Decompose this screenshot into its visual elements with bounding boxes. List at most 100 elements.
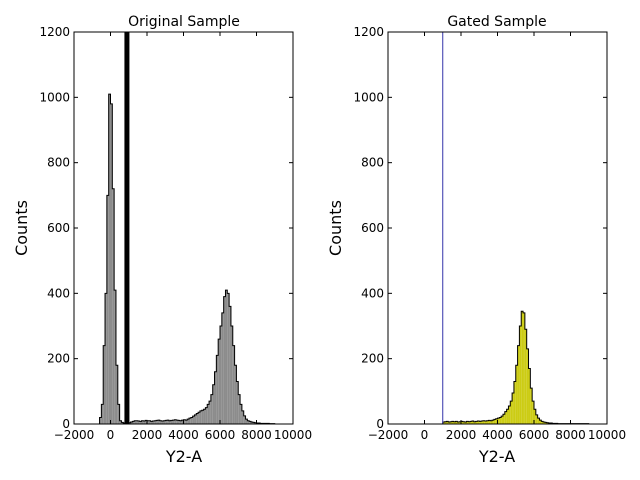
right-histogram-bar <box>462 421 465 424</box>
right-y-tick-label: 1200 <box>353 25 384 39</box>
left-histogram-bar <box>192 416 195 424</box>
right-histogram-bar <box>537 418 540 424</box>
right-x-tick-label: 8000 <box>555 428 586 442</box>
left-histogram-bar <box>145 420 147 424</box>
right-y-tick-label: 600 <box>361 221 384 235</box>
left-histogram-bar <box>154 420 157 424</box>
left-histogram-bar <box>157 420 160 424</box>
left-histogram-bar <box>199 410 202 424</box>
left-histogram-bar <box>117 404 120 424</box>
right-histogram-bar <box>470 421 472 424</box>
left-histogram-bar <box>101 404 104 424</box>
left-histogram-bar <box>137 421 140 424</box>
left-histogram-bar <box>232 345 235 424</box>
left-histogram-panel: Original Sample −2000 0 2000 4000 6000 8000 10… <box>12 14 312 466</box>
right-x-tick-label: 2000 <box>446 428 477 442</box>
left-histogram-bar <box>108 94 111 425</box>
left-histogram-bar <box>132 421 135 424</box>
right-histogram-outline <box>442 310 590 425</box>
right-histogram-bar <box>446 421 449 424</box>
right-histogram-bar <box>475 421 478 424</box>
left-histogram-bar <box>170 420 173 424</box>
right-histogram-bar <box>490 420 493 424</box>
left-histogram-bar <box>196 413 199 424</box>
left-histogram-bar <box>225 290 228 424</box>
left-histogram-bar <box>165 420 168 424</box>
left-histogram-bar <box>245 419 248 424</box>
right-histogram-bar <box>486 420 489 424</box>
left-histogram-bar <box>148 420 151 424</box>
right-histogram-bar <box>455 421 458 424</box>
right-histogram-bar <box>450 421 452 424</box>
right-histogram-bar <box>541 421 544 424</box>
left-histogram-bar <box>103 345 106 424</box>
left-histogram-bar <box>172 420 175 424</box>
left-histogram-bar <box>168 420 171 424</box>
right-histogram-bar <box>519 326 522 424</box>
left-histogram-bar <box>176 420 179 424</box>
left-histogram-bar <box>156 420 158 424</box>
right-histogram-bar <box>502 414 505 424</box>
left-y-tick-label: 1000 <box>39 90 70 104</box>
left-histogram-bar <box>106 195 109 424</box>
left-histogram-bar <box>247 420 250 424</box>
right-y-ticks: 0 200 400 600 800 1000 1200 <box>353 25 607 431</box>
right-x-tick-label: 0 <box>421 428 429 442</box>
left-histogram-bar <box>212 384 215 424</box>
left-y-tick-label: 600 <box>47 221 70 235</box>
left-x-tick-label: 10000 <box>274 428 312 442</box>
right-histogram-bar <box>504 411 507 424</box>
left-histogram-bar <box>174 419 177 424</box>
left-x-tick-label: 2000 <box>132 428 163 442</box>
left-histogram-bar <box>99 417 102 424</box>
left-histogram-bar <box>221 312 224 424</box>
left-x-tick-label: 6000 <box>205 428 236 442</box>
left-histogram-bar <box>185 420 188 424</box>
right-histogram-bar <box>482 420 485 424</box>
right-x-tick-label: 4000 <box>482 428 513 442</box>
left-x-ticks: −2000 0 2000 4000 6000 8000 10000 <box>54 32 312 442</box>
left-histogram-bar <box>134 420 137 424</box>
right-x-tick-label: −2000 <box>368 428 409 442</box>
right-x-ticks: −2000 0 2000 4000 6000 8000 10000 <box>368 32 626 442</box>
left-histogram-bar <box>207 404 210 424</box>
right-histogram-bar <box>543 422 545 424</box>
right-histogram-bar <box>484 421 487 424</box>
left-histogram-bar <box>136 420 138 424</box>
right-histogram-bar <box>448 422 451 424</box>
left-histogram-bar <box>178 420 180 424</box>
left-y-axis-label: Counts <box>12 200 31 256</box>
left-histogram-bar <box>252 422 255 424</box>
right-histogram-bar <box>508 406 511 424</box>
right-plot-frame <box>387 31 608 425</box>
left-histogram-bar <box>218 339 220 424</box>
left-y-tick-label: 800 <box>47 156 70 170</box>
right-y-tick-label: 1000 <box>353 90 384 104</box>
left-histogram-bar <box>190 417 193 424</box>
left-histogram-bar <box>249 421 252 424</box>
right-y-axis-label: Counts <box>326 200 345 256</box>
right-histogram-bar <box>477 421 480 424</box>
left-histogram-bar <box>234 365 237 424</box>
left-histogram-bar <box>147 420 149 424</box>
right-chart-title: Gated Sample <box>447 14 546 30</box>
left-histogram-bar <box>105 293 107 424</box>
right-histogram-bar <box>451 421 454 424</box>
right-histogram-bar <box>471 421 474 424</box>
left-histogram-bar <box>188 418 191 424</box>
left-histogram-bar <box>150 421 153 424</box>
right-histogram-bar <box>457 422 460 424</box>
right-histogram-bar <box>492 420 494 424</box>
right-histogram-bar <box>468 421 471 424</box>
right-histogram-bar <box>495 418 498 424</box>
right-histogram-bar <box>459 421 461 424</box>
left-histogram-bar <box>220 326 222 424</box>
left-y-tick-label: 200 <box>47 352 70 366</box>
left-y-tick-label: 1200 <box>39 25 70 39</box>
right-histogram-bars <box>442 310 590 425</box>
right-histogram-bar <box>464 422 467 424</box>
left-x-axis-label: Y2-A <box>165 447 202 466</box>
left-histogram-bar <box>201 410 204 424</box>
left-histogram-bar <box>167 420 169 424</box>
left-histogram-bar <box>179 420 182 424</box>
